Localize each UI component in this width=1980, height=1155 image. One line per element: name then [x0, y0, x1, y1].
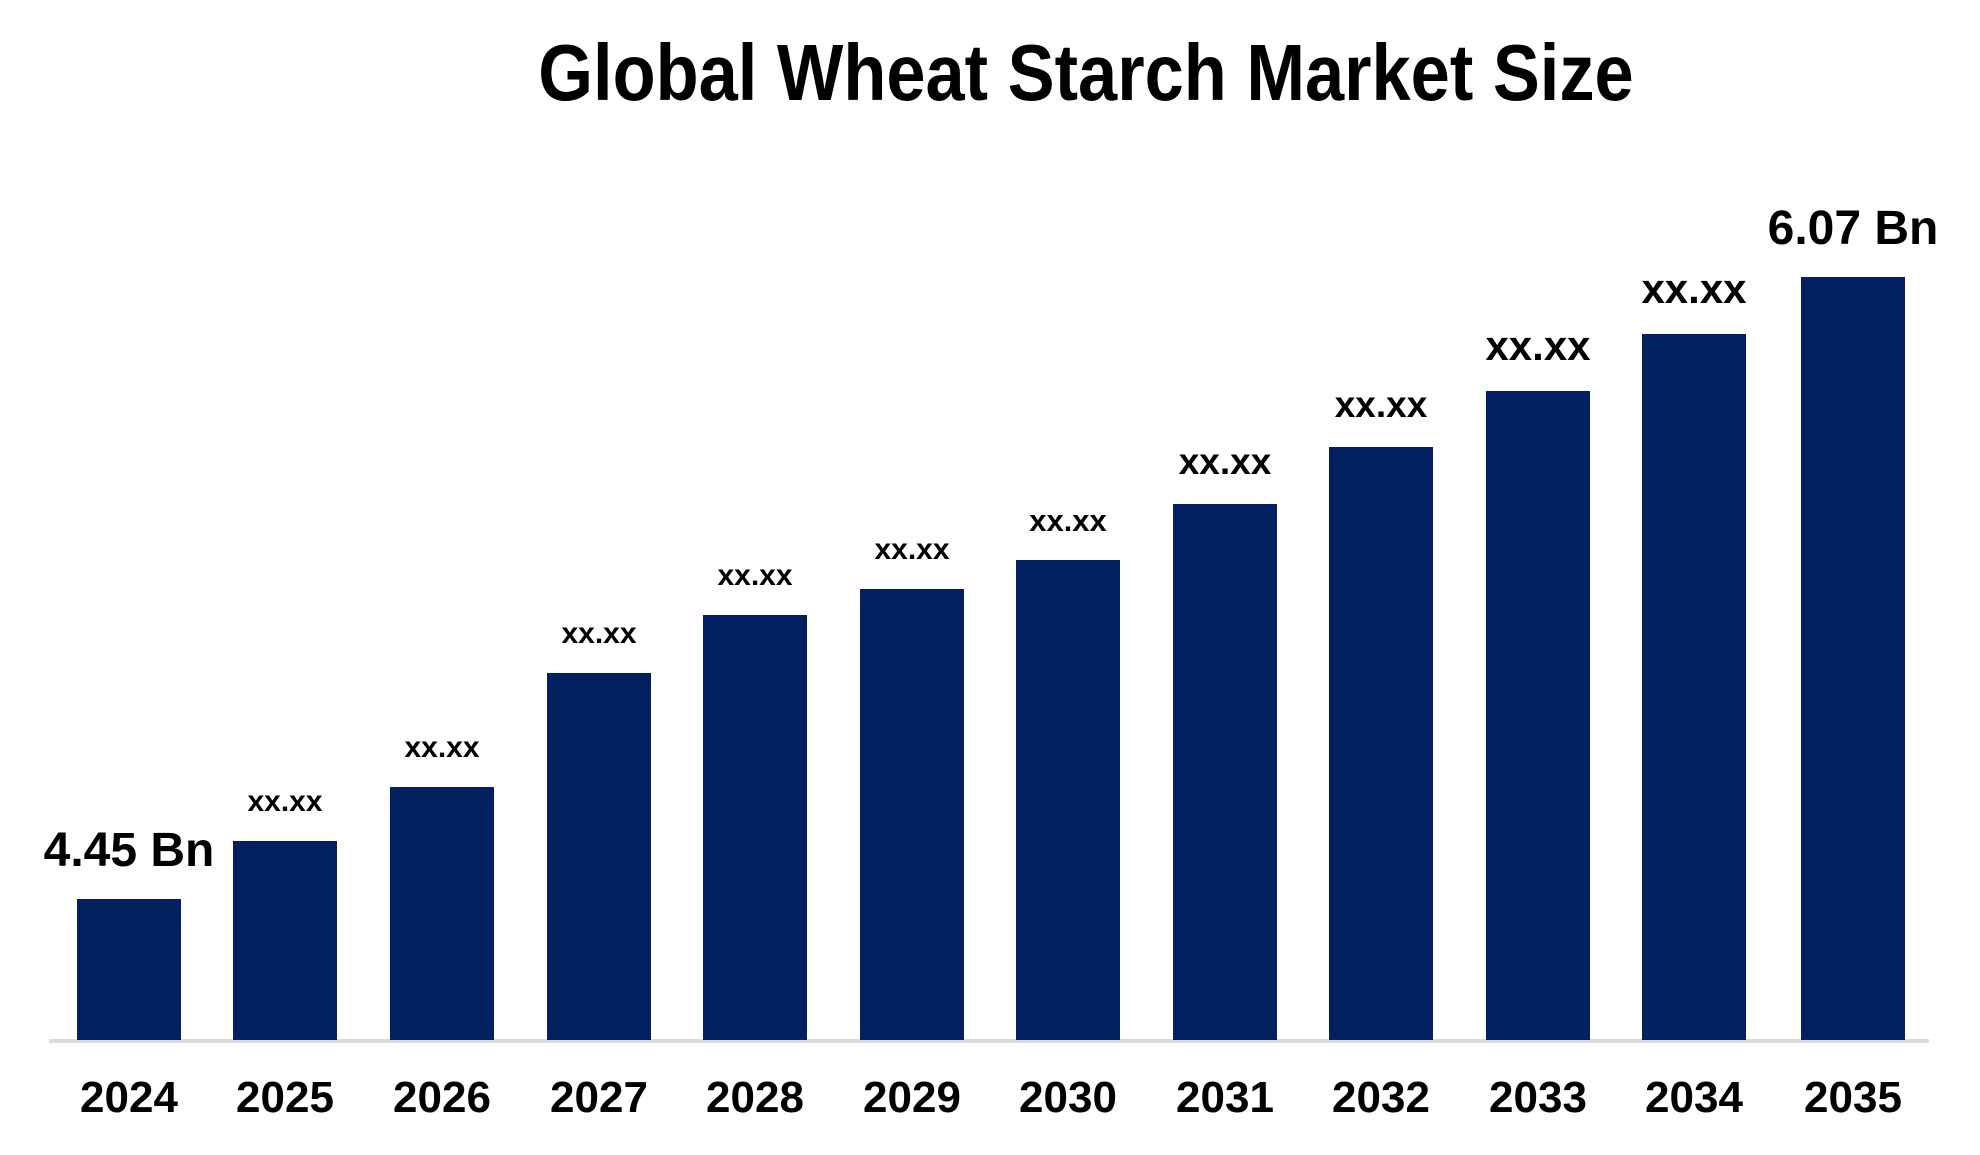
value-label-2033: xx.xx [1485, 322, 1591, 369]
value-label-2026: xx.xx [404, 731, 480, 764]
bar-2032 [1329, 447, 1433, 1040]
value-label-2029: xx.xx [874, 533, 950, 566]
x-axis-line [49, 1039, 1929, 1043]
bar-2025 [233, 841, 337, 1040]
value-label-2028: xx.xx [717, 559, 793, 592]
value-label-2024: 4.45 Bn [43, 824, 215, 877]
bar-2027 [547, 673, 651, 1040]
value-label-2030: xx.xx [1029, 503, 1107, 538]
x-tick-2025: 2025 [236, 1073, 334, 1122]
value-label-2025: xx.xx [247, 785, 323, 818]
bar-2029 [860, 589, 964, 1040]
x-tick-2032: 2032 [1332, 1073, 1430, 1122]
x-tick-2031: 2031 [1176, 1073, 1274, 1122]
bar-2024 [77, 899, 181, 1040]
value-label-2035: 6.07 Bn [1767, 202, 1939, 255]
x-tick-2029: 2029 [863, 1073, 961, 1122]
x-tick-2033: 2033 [1489, 1073, 1587, 1122]
x-tick-2024: 2024 [80, 1073, 178, 1122]
x-tick-2027: 2027 [550, 1073, 648, 1122]
value-label-2027: xx.xx [561, 617, 637, 650]
x-tick-2026: 2026 [393, 1073, 491, 1122]
bar-2035 [1801, 277, 1905, 1040]
x-tick-2034: 2034 [1645, 1073, 1743, 1122]
x-tick-2035: 2035 [1804, 1073, 1902, 1122]
value-label-2031: xx.xx [1178, 441, 1272, 482]
bar-2031 [1173, 504, 1277, 1040]
bar-2026 [390, 787, 494, 1040]
x-tick-2028: 2028 [706, 1073, 804, 1122]
bar-2028 [703, 615, 807, 1040]
x-tick-2030: 2030 [1019, 1073, 1117, 1122]
value-label-2034: xx.xx [1641, 265, 1747, 312]
bar-2033 [1486, 391, 1590, 1040]
bar-2034 [1642, 334, 1746, 1040]
value-label-2032: xx.xx [1334, 384, 1428, 425]
chart-title: Global Wheat Starch Market Size [538, 28, 1634, 117]
bar-2030 [1016, 560, 1120, 1040]
